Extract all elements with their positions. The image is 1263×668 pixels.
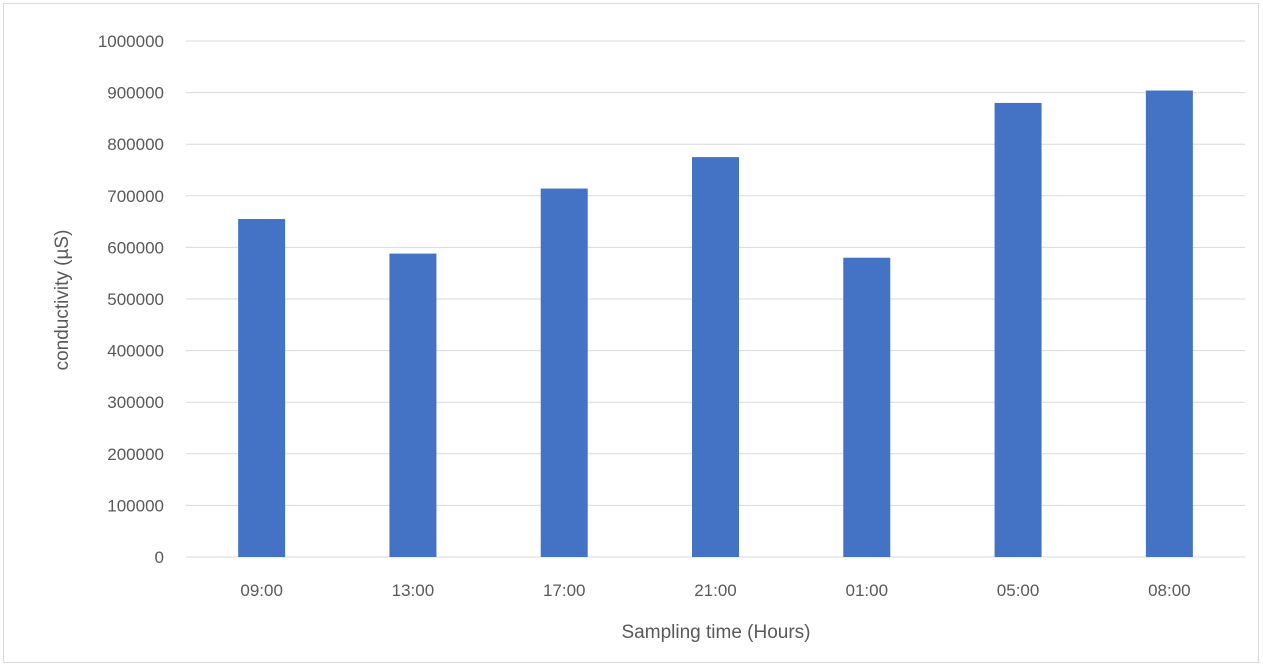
x-axis-title: Sampling time (Hours) (622, 622, 811, 643)
bars (238, 90, 1193, 558)
y-tick-label: 200000 (107, 445, 164, 464)
y-axis-title: conductivity (µS) (52, 230, 73, 371)
x-tick-label: 09:00 (240, 581, 283, 600)
bar-0100 (843, 257, 891, 557)
x-tick-labels: 09:00 13:00 17:00 21:00 01:00 05:00 08:00 (240, 581, 1190, 600)
y-tick-label: 800000 (107, 135, 164, 154)
bar-1700 (540, 188, 588, 558)
bar-0800 (1145, 90, 1193, 557)
y-tick-label: 300000 (107, 393, 164, 412)
gridlines (186, 40, 1245, 558)
x-tick-label: 01:00 (846, 581, 889, 600)
y-tick-label: 700000 (107, 187, 164, 206)
y-tick-label: 0 (155, 548, 164, 567)
y-tick-label: 600000 (107, 238, 164, 257)
x-tick-label: 08:00 (1148, 581, 1191, 600)
y-tick-label: 900000 (107, 84, 164, 103)
y-tick-label: 500000 (107, 290, 164, 309)
bar-0500 (994, 102, 1042, 558)
x-tick-label: 05:00 (997, 581, 1040, 600)
bar-2100 (692, 157, 739, 557)
y-tick-labels: 0 100000 200000 300000 400000 500000 600000 700… (98, 32, 164, 567)
bar-0900 (238, 219, 286, 557)
x-tick-label: 17:00 (543, 581, 586, 600)
y-tick-label: 1000000 (98, 32, 164, 51)
x-tick-label: 13:00 (392, 581, 435, 600)
y-tick-label: 400000 (107, 342, 164, 361)
y-tick-label: 100000 (107, 496, 164, 515)
chart-frame (3, 3, 1259, 663)
bar-1300 (389, 253, 437, 558)
x-tick-label: 21:00 (694, 581, 737, 600)
